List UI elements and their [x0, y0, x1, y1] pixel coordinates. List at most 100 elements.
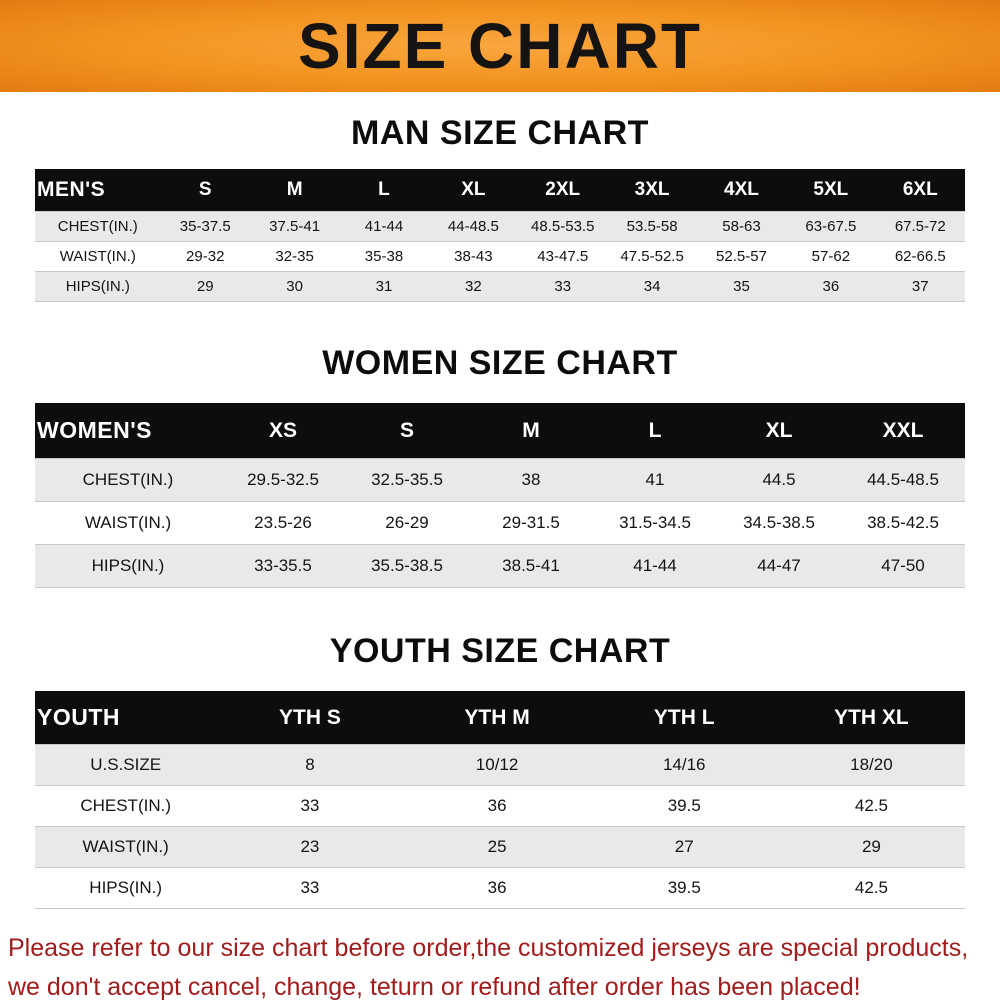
measurement-cell: 62-66.5: [894, 248, 946, 265]
row-label-cell: CHEST(IN.): [80, 796, 171, 815]
measurement-cell: 44.5: [762, 470, 796, 489]
measurement-cell: 57-62: [811, 248, 851, 265]
size-header-cell: L: [593, 403, 717, 459]
man-size-chart-section: MAN SIZE CHART MEN'S S M L XL 2XL 3XL 4XL 5XL 6XL…: [0, 114, 1000, 302]
table-row: WAIST(IN.) 23 25 27 29: [35, 826, 965, 868]
measurement-cell: 47-50: [881, 556, 925, 575]
measurement-cell: 33: [554, 278, 572, 295]
measurement-cell: 33: [300, 796, 320, 815]
size-header-cell: M: [249, 169, 340, 212]
size-header-cell: XS: [221, 403, 345, 459]
table-header-row: MEN'S S M L XL 2XL 3XL 4XL 5XL 6XL: [35, 169, 965, 212]
measurement-cell: 33-35.5: [254, 556, 312, 575]
size-header-cell: XXL: [841, 403, 965, 459]
measurement-cell: 23.5-26: [254, 513, 312, 532]
order-policy-line-2: we don't accept cancel, change, teturn o…: [8, 972, 861, 1000]
order-policy-note: Please refer to our size chart before or…: [8, 929, 992, 1000]
measurement-cell: 42.5: [854, 878, 888, 897]
youth-size-chart-heading: YOUTH SIZE CHART: [329, 632, 671, 670]
man-size-table: MEN'S S M L XL 2XL 3XL 4XL 5XL 6XL CHEST(IN.) 35-37…: [35, 169, 965, 302]
measurement-cell: 32-35: [275, 248, 314, 265]
measurement-cell: 52.5-57: [716, 248, 767, 265]
table-row: CHEST(IN.) 29.5-32.5 32.5-35.5 38 41 44.5 44.5…: [35, 458, 965, 502]
row-label-cell: WAIST(IN.): [59, 248, 136, 265]
row-label-cell: HIPS(IN.): [65, 278, 130, 295]
table-header-row: WOMEN'S XS S M L XL XXL: [35, 403, 965, 459]
measurement-cell: 47.5-52.5: [620, 248, 684, 265]
table-row: CHEST(IN.) 33 36 39.5 42.5: [35, 785, 965, 827]
table-row: CHEST(IN.) 35-37.5 37.5-41 41-44 44-48.5 48.5…: [35, 211, 965, 242]
size-header-cell: M: [469, 403, 593, 459]
measurement-cell: 31.5-34.5: [619, 513, 691, 532]
measurement-cell: 29: [196, 278, 214, 295]
size-header-cell: YTH XL: [777, 691, 965, 745]
table-row: WAIST(IN.) 23.5-26 26-29 29-31.5 31.5-34.5 34…: [35, 501, 965, 545]
row-label-cell: HIPS(IN.): [91, 556, 165, 575]
youth-size-table: YOUTH YTH S YTH M YTH L YTH XL U.S.SIZE 8 10/12…: [35, 691, 965, 909]
measurement-cell: 41-44: [633, 556, 677, 575]
measurement-cell: 23: [300, 837, 320, 856]
size-header-cell: YTH S: [216, 691, 404, 745]
size-header-cell: 3XL: [607, 169, 697, 212]
measurement-cell: 38-43: [454, 248, 493, 265]
measurement-cell: 27: [674, 837, 694, 856]
row-label-cell: WAIST(IN.): [82, 837, 169, 856]
measurement-cell: 34.5-38.5: [743, 513, 815, 532]
size-header-cell: S: [160, 169, 250, 212]
measurement-cell: 36: [822, 278, 840, 295]
measurement-cell: 29: [861, 837, 881, 856]
measurement-cell: 35.5-38.5: [371, 556, 443, 575]
measurement-cell: 37.5-41: [269, 218, 321, 235]
table-title-cell: YOUTH: [35, 691, 217, 745]
measurement-cell: 43-47.5: [537, 248, 589, 265]
table-header-row: YOUTH YTH S YTH M YTH L YTH XL: [35, 691, 965, 745]
youth-size-chart-section: YOUTH SIZE CHART YOUTH YTH S YTH M YTH L YTH…: [0, 632, 1000, 909]
measurement-cell: 42.5: [854, 796, 888, 815]
size-header-cell: YTH M: [403, 691, 591, 745]
measurement-cell: 8: [305, 755, 315, 774]
measurement-cell: 35-38: [364, 248, 404, 265]
measurement-cell: 26-29: [385, 513, 429, 532]
size-header-cell: YTH L: [590, 691, 778, 745]
women-size-chart-section: WOMEN SIZE CHART WOMEN'S XS S M L XL XXL CHEST(…: [0, 344, 1000, 588]
size-header-cell: XL: [717, 403, 841, 459]
measurement-cell: 63-67.5: [805, 218, 857, 235]
measurement-cell: 32.5-35.5: [371, 470, 443, 489]
measurement-cell: 36: [487, 796, 507, 815]
measurement-cell: 48.5-53.5: [531, 218, 595, 235]
measurement-cell: 25: [487, 837, 507, 856]
table-row: WAIST(IN.) 29-32 32-35 35-38 38-43 43-47.5 47.…: [35, 241, 965, 272]
measurement-cell: 67.5-72: [894, 218, 946, 235]
measurement-cell: 38.5-41: [502, 556, 560, 575]
measurement-cell: 10/12: [475, 755, 519, 774]
measurement-cell: 39.5: [667, 878, 701, 897]
order-policy-line-1: Please refer to our size chart before or…: [8, 934, 969, 962]
measurement-cell: 37: [911, 278, 929, 295]
measurement-cell: 30: [286, 278, 303, 295]
measurement-cell: 39.5: [667, 796, 701, 815]
size-header-cell: L: [339, 169, 429, 212]
measurement-cell: 53.5-58: [626, 218, 678, 235]
measurement-cell: 44-47: [757, 556, 801, 575]
women-size-chart-heading: WOMEN SIZE CHART: [322, 344, 678, 382]
measurement-cell: 44.5-48.5: [867, 470, 939, 489]
size-chart-banner: SIZE CHART: [0, 0, 1000, 92]
women-size-table: WOMEN'S XS S M L XL XXL CHEST(IN.) 29.5-32.5 32.5…: [35, 403, 965, 588]
measurement-cell: 38: [521, 470, 541, 489]
measurement-cell: 29-31.5: [502, 513, 560, 532]
row-label-cell: CHEST(IN.): [57, 218, 138, 235]
row-label-cell: CHEST(IN.): [82, 470, 174, 489]
measurement-cell: 31: [375, 278, 393, 295]
row-label-cell: WAIST(IN.): [84, 513, 172, 532]
table-row: U.S.SIZE 8 10/12 14/16 18/20: [35, 744, 965, 786]
row-label-cell: HIPS(IN.): [89, 878, 163, 897]
measurement-cell: 36: [487, 878, 507, 897]
table-title-cell: MEN'S: [35, 169, 161, 212]
measurement-cell: 41: [645, 470, 665, 489]
measurement-cell: 44-48.5: [447, 218, 499, 235]
measurement-cell: 58-63: [722, 218, 761, 235]
table-row: HIPS(IN.) 33 36 39.5 42.5: [35, 867, 965, 909]
measurement-cell: 35: [733, 278, 750, 295]
measurement-cell: 33: [300, 878, 320, 897]
table-row: HIPS(IN.) 29 30 31 32 33 34 35 36 37: [35, 271, 965, 302]
